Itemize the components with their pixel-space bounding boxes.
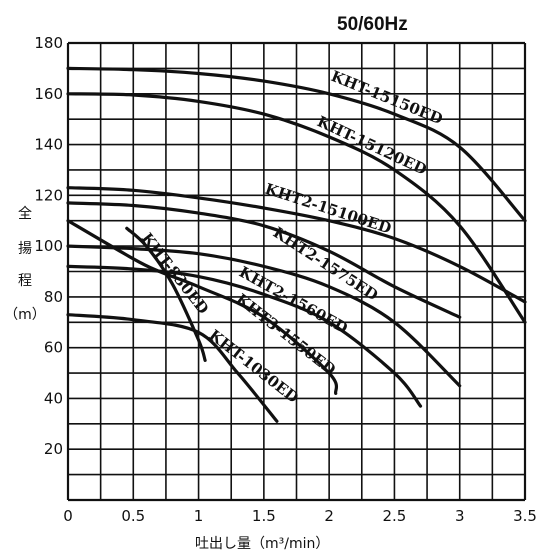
curve-kht-15150ed xyxy=(66,66,527,223)
x-tick-label: 3 xyxy=(455,507,465,525)
curve-kht-15120ed xyxy=(66,92,527,324)
y-tick-label: 160 xyxy=(34,85,63,103)
y-tick-label: 180 xyxy=(34,34,63,52)
x-tick-label: 2.5 xyxy=(382,507,406,525)
curve-labels: KHT-15150EDKHT-15120EDKHT2-15100EDKHT2-1… xyxy=(138,67,445,407)
curve-kht-830ed xyxy=(66,219,339,395)
curve-kht2-15100ed xyxy=(66,186,527,304)
y-tick-label: 120 xyxy=(34,186,63,204)
y-tick-label: 40 xyxy=(44,389,63,407)
curve-kht3-1550ed xyxy=(66,264,423,408)
curve-kht2-1560ed xyxy=(66,244,462,388)
x-tick-label: 0.5 xyxy=(121,507,145,525)
curve-kht-1030ed xyxy=(66,313,279,423)
label-kht-830ed: KHT-830ED xyxy=(138,229,212,317)
x-tick-label: 0 xyxy=(63,507,73,525)
performance-curves xyxy=(66,66,527,423)
curve-kht2-1575ed xyxy=(66,201,462,319)
y-axis-label-char: （m） xyxy=(4,307,46,323)
x-tick-label: 1.5 xyxy=(252,507,276,525)
x-axis-label: 吐出し量（m³/min） xyxy=(195,536,329,552)
limit-curve xyxy=(125,226,207,362)
y-tick-label: 20 xyxy=(44,440,63,458)
y-tick-label: 140 xyxy=(34,136,63,154)
chart-title: 50/60Hz xyxy=(337,14,408,35)
y-tick-label: 100 xyxy=(34,237,63,255)
axis-ticks: 0 0.5 1 1.5 2 2.5 3 3.5 20 40 60 80 100 120 140 160 180 xyxy=(34,34,537,525)
grid xyxy=(66,41,527,502)
y-axis-label-char: 揚 xyxy=(18,240,32,257)
y-tick-label: 60 xyxy=(44,339,63,357)
x-tick-label: 3.5 xyxy=(513,507,537,525)
y-axis-label-char: 程 xyxy=(18,273,32,289)
x-tick-label: 1 xyxy=(194,507,204,525)
y-tick-label: 80 xyxy=(44,288,63,306)
y-axis-label-char: 全 xyxy=(18,205,32,222)
x-tick-label: 2 xyxy=(324,507,334,525)
y-axis-label: 全揚程 （m） xyxy=(4,205,46,323)
